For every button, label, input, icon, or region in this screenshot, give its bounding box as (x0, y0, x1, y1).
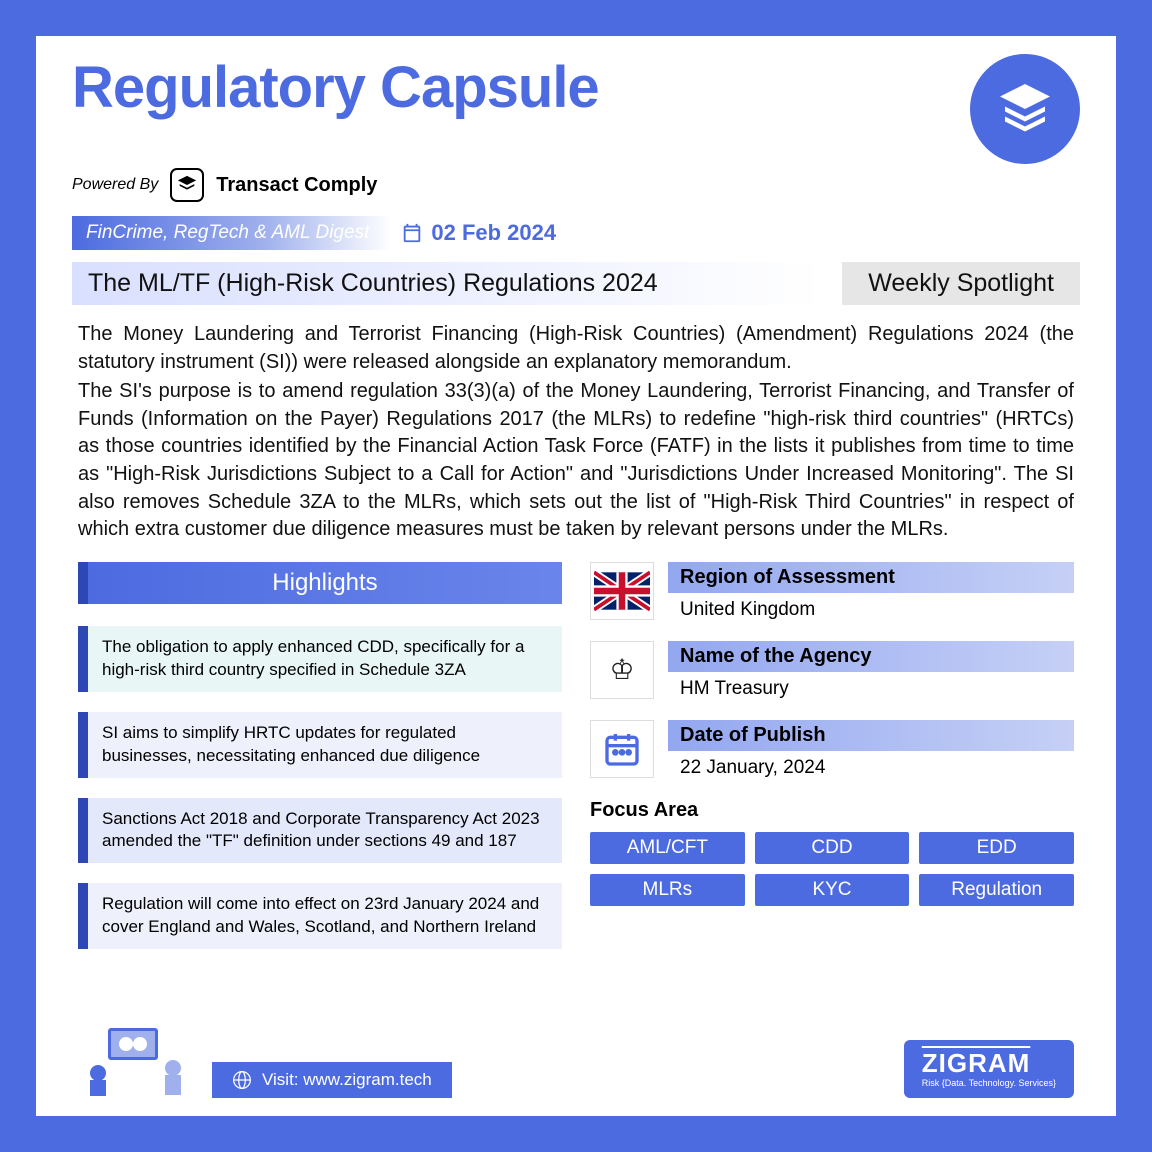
calendar-icon (401, 222, 423, 244)
tag: MLRs (590, 874, 745, 906)
brand-tagline: Risk {Data. Technology. Services} (922, 1078, 1056, 1088)
team-illustration-icon (78, 1018, 198, 1098)
publish-body: Date of Publish 22 January, 2024 (668, 720, 1074, 779)
article-bar: The ML/TF (High-Risk Countries) Regulati… (36, 250, 1116, 305)
brand-name: ZIGRAM (922, 1050, 1056, 1076)
tag-grid: AML/CFT CDD EDD MLRs KYC Regulation (590, 832, 1074, 906)
footer: Visit: www.zigram.tech ZIGRAM Risk {Data… (78, 1018, 1074, 1098)
region-value: United Kingdom (668, 599, 1074, 621)
visit-link[interactable]: Visit: www.zigram.tech (212, 1062, 452, 1098)
transact-text: Transact Comply (216, 174, 377, 197)
highlights-col: Highlights The obligation to apply enhan… (78, 562, 562, 970)
agency-value: HM Treasury (668, 678, 1074, 700)
tag: EDD (919, 832, 1074, 864)
highlight-item: SI aims to simplify HRTC updates for reg… (78, 712, 562, 778)
publish-value: 22 January, 2024 (668, 757, 1074, 779)
highlight-item: Regulation will come into effect on 23rd… (78, 883, 562, 949)
tag: KYC (755, 874, 910, 906)
para-2: The SI's purpose is to amend regulation … (78, 378, 1074, 544)
meta-bar: FinCrime, RegTech & AML Digest 02 Feb 20… (36, 216, 1116, 250)
layers-icon (995, 79, 1055, 139)
transact-icon (170, 168, 204, 202)
powered-label: Powered By (72, 176, 158, 194)
calendar-lg-icon (590, 720, 654, 778)
crest-icon: ♔ (590, 641, 654, 699)
digest-label: FinCrime, RegTech & AML Digest (72, 216, 391, 250)
body-text: The Money Laundering and Terrorist Finan… (36, 305, 1116, 554)
agency-label: Name of the Agency (668, 641, 1074, 672)
date-text: 02 Feb 2024 (431, 220, 556, 246)
date-box: 02 Feb 2024 (391, 220, 556, 246)
info-col: Region of Assessment United Kingdom ♔ Na… (590, 562, 1074, 970)
title-block: Regulatory Capsule (72, 54, 599, 121)
columns: Highlights The obligation to apply enhan… (36, 554, 1116, 970)
para-1: The Money Laundering and Terrorist Finan… (78, 321, 1074, 376)
tag: Regulation (919, 874, 1074, 906)
tag: AML/CFT (590, 832, 745, 864)
agency-body: Name of the Agency HM Treasury (668, 641, 1074, 700)
publish-label: Date of Publish (668, 720, 1074, 751)
publish-row: Date of Publish 22 January, 2024 (590, 720, 1074, 779)
region-body: Region of Assessment United Kingdom (668, 562, 1074, 621)
visit-block: Visit: www.zigram.tech (78, 1018, 452, 1098)
article-title: The ML/TF (High-Risk Countries) Regulati… (72, 262, 822, 305)
highlight-item: Sanctions Act 2018 and Corporate Transpa… (78, 798, 562, 864)
globe-icon (232, 1070, 252, 1090)
region-label: Region of Assessment (668, 562, 1074, 593)
highlight-item: The obligation to apply enhanced CDD, sp… (78, 626, 562, 692)
agency-row: ♔ Name of the Agency HM Treasury (590, 641, 1074, 700)
tag: CDD (755, 832, 910, 864)
focus-label: Focus Area (590, 799, 1074, 822)
uk-flag-icon (590, 562, 654, 620)
powered-row: Powered By Transact Comply (36, 164, 1116, 216)
spotlight-badge: Weekly Spotlight (842, 262, 1080, 305)
page-title: Regulatory Capsule (72, 54, 599, 121)
highlights-header: Highlights (78, 562, 562, 604)
logo-badge (970, 54, 1080, 164)
region-row: Region of Assessment United Kingdom (590, 562, 1074, 621)
card: Regulatory Capsule Powered By Transact C… (36, 36, 1116, 1116)
visit-text: Visit: www.zigram.tech (262, 1070, 432, 1090)
header: Regulatory Capsule (36, 36, 1116, 164)
brand-badge: ZIGRAM Risk {Data. Technology. Services} (904, 1040, 1074, 1098)
